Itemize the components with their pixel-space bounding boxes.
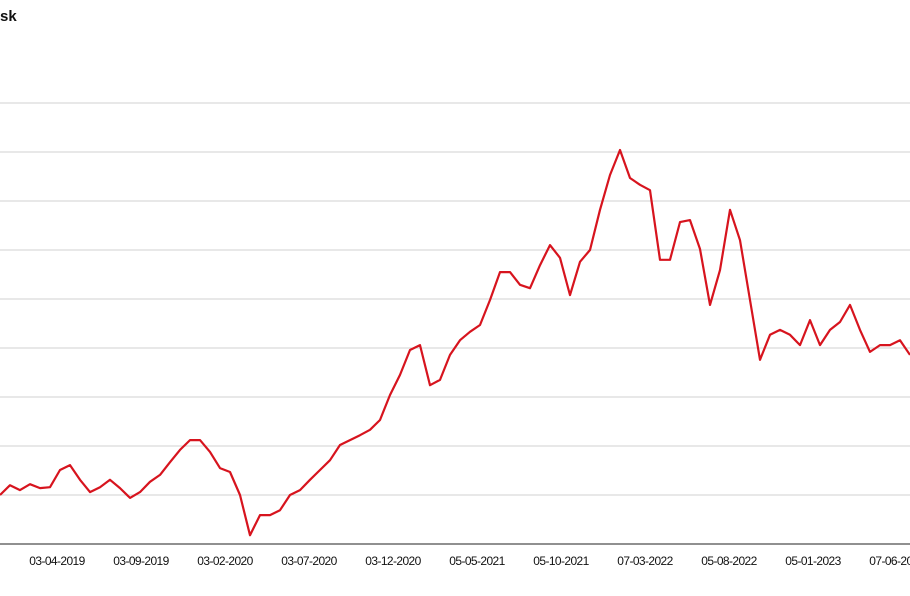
x-tick-label: 03-12-2020 — [365, 554, 421, 568]
x-tick-label: 05-10-2021 — [533, 554, 589, 568]
x-tick-label: 05-08-2022 — [701, 554, 757, 568]
data-line — [0, 148, 910, 537]
x-tick-label: 05-05-2021 — [449, 554, 505, 568]
x-tick-label: 03-02-2020 — [197, 554, 253, 568]
x-tick-label: 03-09-2019 — [113, 554, 169, 568]
x-tick-label: 05-01-2023 — [785, 554, 841, 568]
x-tick-label: 03-04-2019 — [29, 554, 85, 568]
chart-title: sk — [0, 8, 17, 25]
x-tick-label: 07-03-2022 — [617, 554, 673, 568]
x-tick-label: 03-07-2020 — [281, 554, 337, 568]
x-tick-label: 07-06-2023 — [869, 554, 910, 568]
